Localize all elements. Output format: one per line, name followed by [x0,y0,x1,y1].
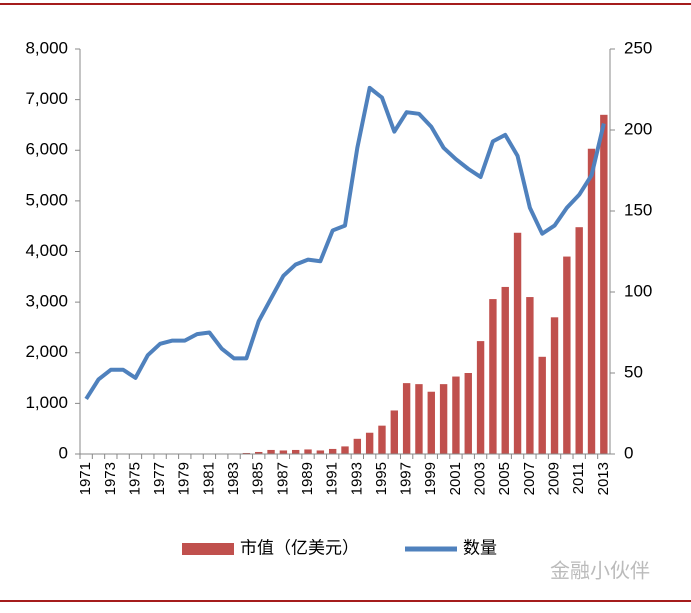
x-tick-label: 1987 [274,462,291,495]
x-tick-label: 1971 [77,462,94,495]
bar [513,232,522,454]
y2-tick-label: 250 [624,38,652,57]
legend-swatch [182,543,234,555]
x-tick-label: 2011 [570,462,587,494]
bar [279,450,288,454]
y-tick-label: 2,000 [25,342,68,361]
bar [550,317,559,454]
bar [587,148,596,454]
bar [304,449,312,454]
x-tick-label: 1979 [176,462,193,495]
x-tick-label: 1993 [348,462,365,495]
bar [341,446,349,454]
x-tick-label: 2005 [496,462,513,495]
bar [242,452,251,454]
bar [255,451,263,454]
x-tick-label: 1997 [398,462,415,495]
bar [353,438,362,454]
bar [476,341,485,454]
x-tick-label: 2007 [521,462,538,495]
x-tick-label: 1995 [373,462,390,495]
line [84,85,606,400]
y-tick-label: 1,000 [25,393,68,412]
bar [575,227,583,454]
legend-label: 市值（亿美元） [240,538,359,557]
y2-tick-label: 200 [624,119,652,138]
legend-label: 数量 [463,538,497,557]
bar [563,256,571,454]
y2-tick-label: 50 [624,362,643,381]
x-tick-label: 2001 [447,462,464,495]
bar [378,425,386,454]
x-tick-label: 1999 [422,462,439,495]
bar [538,356,546,454]
bar [415,384,423,454]
x-tick-label: 1989 [299,462,316,495]
x-tick-label: 2003 [472,462,489,495]
bar [427,391,435,454]
bar [489,299,497,454]
bar [501,286,509,454]
x-tick-label: 1981 [200,462,217,495]
x-tick-label: 1991 [324,462,341,495]
bar [464,373,472,454]
y-tick-label: 0 [59,443,68,462]
x-tick-label: 1975 [126,462,143,495]
x-tick-label: 1973 [102,462,119,495]
bar [316,450,325,454]
bar [267,449,275,454]
y2-tick-label: 150 [624,200,652,219]
y-tick-label: 6,000 [25,140,68,159]
y2-tick-label: 100 [624,281,652,300]
watermark: 金融小伙伴 [550,559,650,582]
bar [452,376,460,454]
y-tick-label: 8,000 [25,38,68,57]
x-tick-label: 1985 [250,462,267,495]
bar [292,449,300,454]
y-tick-label: 4,000 [25,241,68,260]
x-tick-label: 1977 [151,462,168,495]
bar [402,383,411,454]
bar [600,114,608,454]
y-tick-label: 5,000 [25,190,68,209]
x-tick-label: 1983 [225,462,242,495]
bar [365,432,374,454]
y-tick-label: 3,000 [25,292,68,311]
x-tick-label: 2013 [595,462,612,495]
bar [328,448,337,454]
bar [439,384,448,454]
y-tick-label: 7,000 [25,89,68,108]
x-tick-label: 2009 [546,462,563,495]
bar [390,410,398,454]
y2-tick-label: 0 [624,443,633,462]
bar [526,297,534,454]
